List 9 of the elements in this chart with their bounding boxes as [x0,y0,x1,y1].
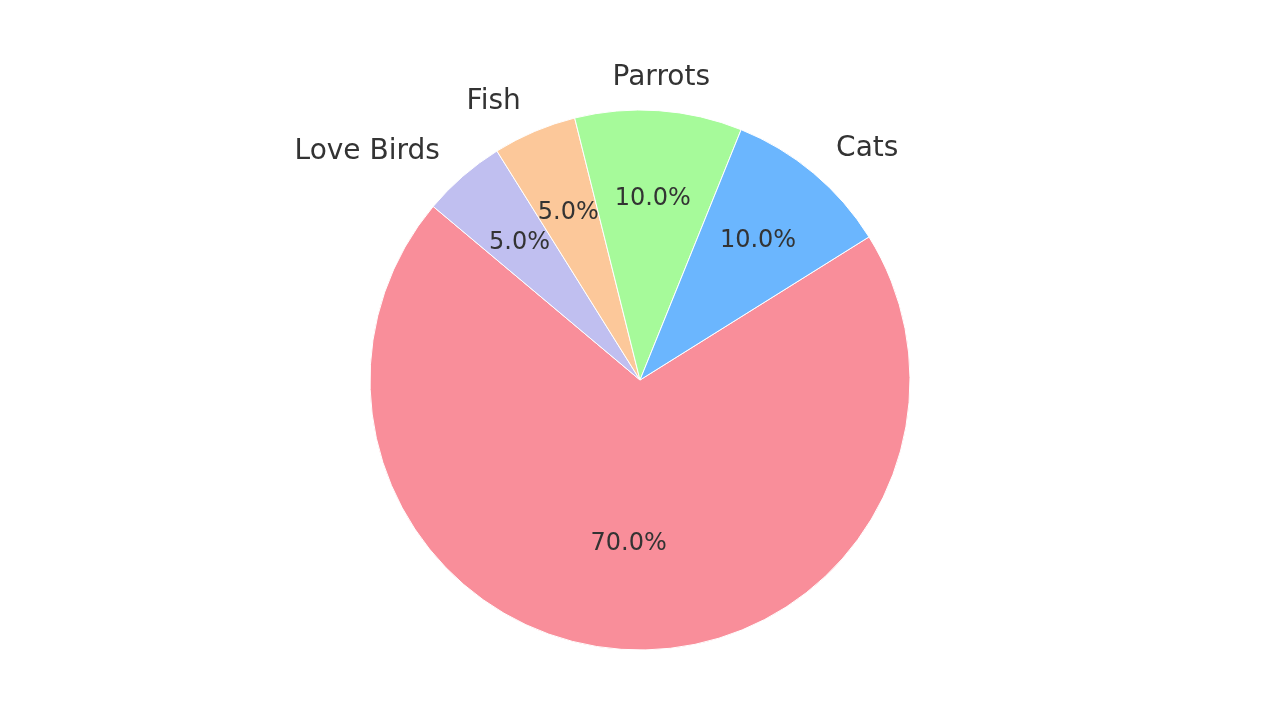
data-label: 10.0% [719,225,797,254]
data-label: 5.0% [489,227,551,256]
data-label: 5.0% [537,197,599,225]
slice-label: Love Birds [294,133,440,167]
data-label: 70.0% [590,527,667,556]
slice-label: Parrots [612,59,710,93]
data-label: 10.0% [614,182,691,211]
slice-label: Cats [836,129,899,163]
slice-label: Fish [466,82,521,116]
